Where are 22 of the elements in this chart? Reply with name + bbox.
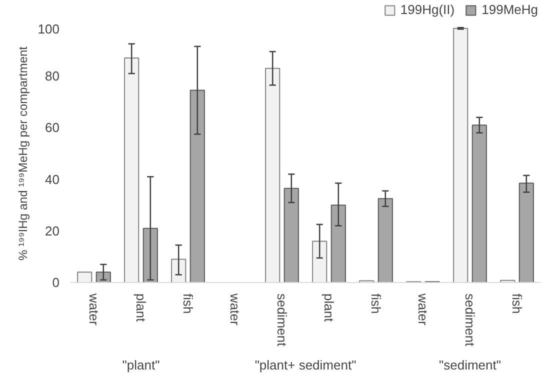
- x-tick-label: fish: [180, 294, 196, 314]
- y-tick-label: 20: [45, 223, 60, 238]
- y-tick-label: 60: [45, 120, 60, 136]
- x-tick-label: plant: [322, 294, 336, 322]
- x-tick-label: sediment: [274, 294, 290, 347]
- x-tick-label: sediment: [462, 294, 478, 347]
- x-tick-label: water: [86, 292, 102, 326]
- y-tick-label: 100: [38, 22, 60, 36]
- y-tick-label: 80: [45, 68, 60, 84]
- text: "plant": [122, 358, 160, 372]
- x-tick-label: fish: [368, 294, 384, 314]
- text: "plant+ sediment": [254, 358, 357, 372]
- x-tick-label: water: [416, 292, 430, 326]
- legend-label: 199MeHg: [482, 2, 538, 17]
- y-tick-label: 0: [52, 275, 60, 290]
- text: "sediment": [439, 358, 502, 372]
- y-axis-title: % ¹⁹⁹IHg and ¹⁹⁹MeHg per compartment: [16, 46, 30, 260]
- x-tick-label: water: [228, 292, 242, 326]
- legend-label: 199Hg(II): [400, 2, 455, 17]
- x-tick-label: fish: [510, 294, 524, 314]
- y-tick-label: 40: [45, 172, 60, 187]
- x-tick-label: plant: [134, 294, 148, 322]
